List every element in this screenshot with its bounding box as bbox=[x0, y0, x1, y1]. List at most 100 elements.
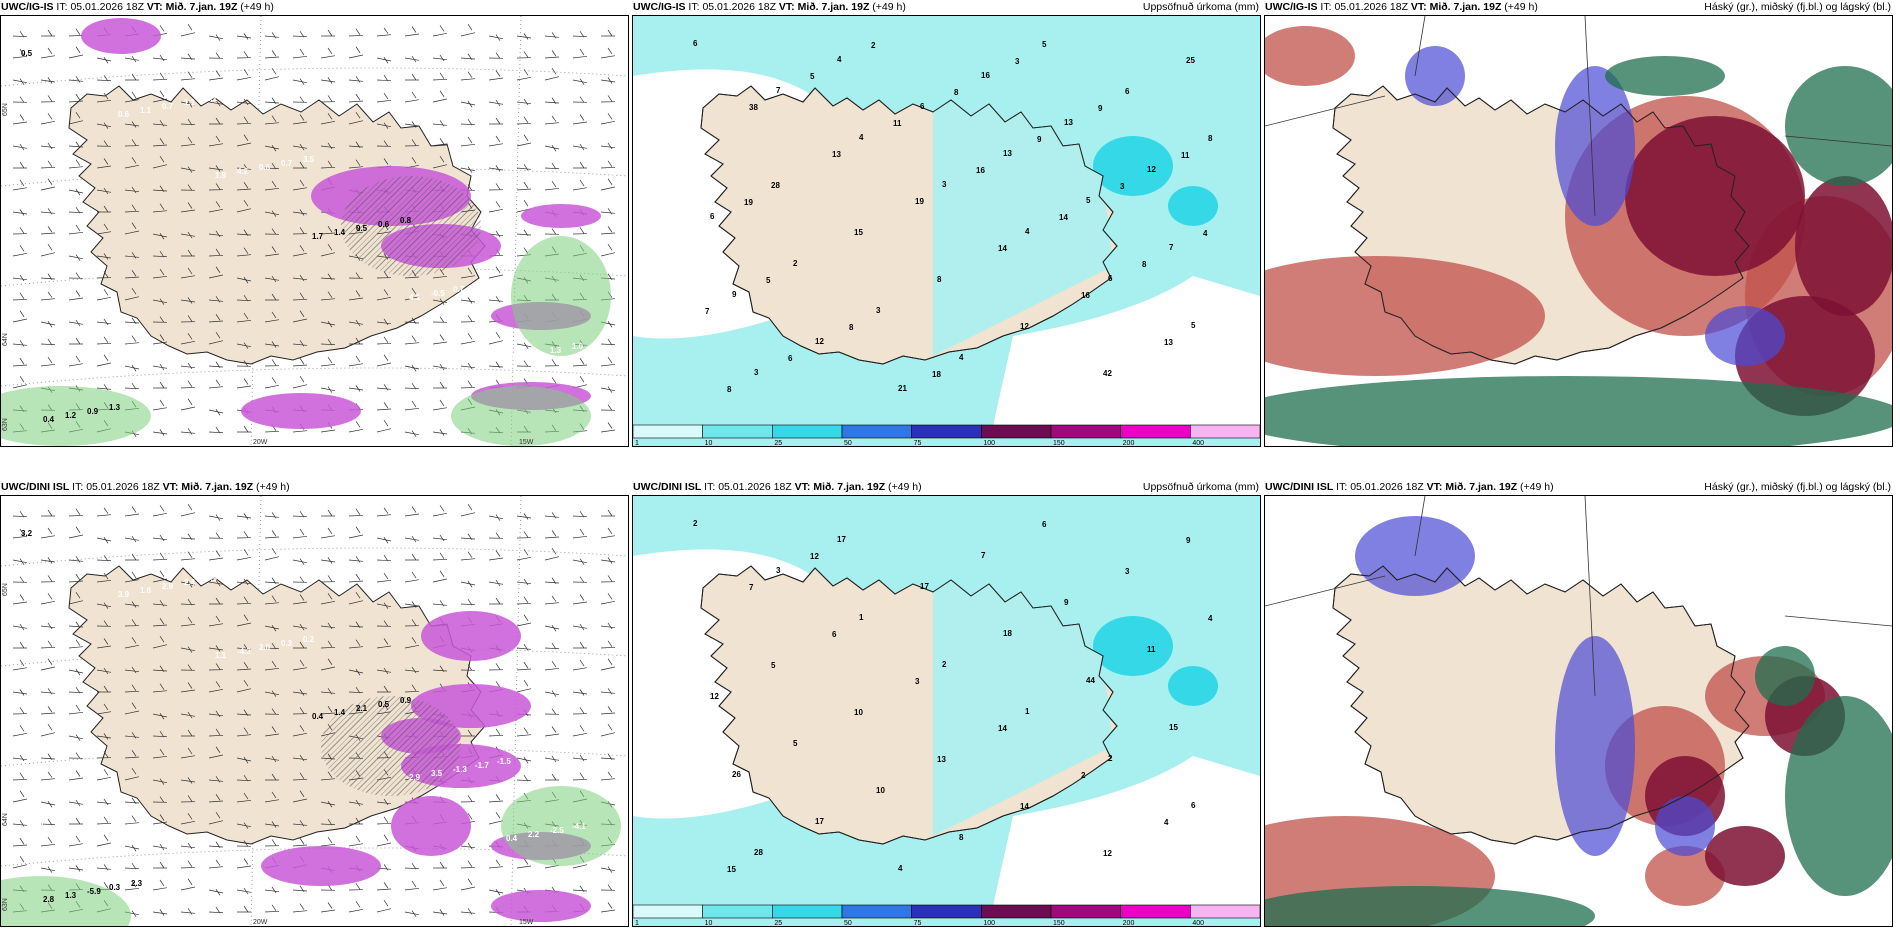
precip-value: 6 bbox=[832, 630, 837, 639]
precip-map[interactable]: 6 7 4 3 4 6 5 3 4 6 13 5 7 9 12 21 16 13 12 6 2 3 4 5 6 8 28 15 8 12 4… bbox=[632, 15, 1261, 447]
field-value-label: 4.7 bbox=[34, 818, 46, 827]
precip-value: 8 bbox=[1142, 260, 1147, 269]
legend-tick: 50 bbox=[844, 920, 852, 926]
field-value-label: 0.4 bbox=[312, 712, 324, 721]
precip-value: 11 bbox=[893, 119, 902, 128]
cloud-map[interactable] bbox=[1264, 495, 1893, 927]
field-value-label: 0.9 bbox=[400, 696, 412, 705]
precip-value: 16 bbox=[981, 71, 990, 80]
wind-map[interactable]: 65N 64N 63N 20W 15W 0.5 0.6 1.9 1.7 4.1 0.9 0.4 1.1 4… bbox=[0, 15, 629, 447]
precip-value: 6 bbox=[788, 354, 793, 363]
panel-top-left: UWC/IG-IS IT: 05.01.2026 18Z VT: Mið. 7.… bbox=[0, 0, 629, 448]
panel-header: UWC/DINI ISL IT: 05.01.2026 18Z VT: Mið.… bbox=[1265, 481, 1554, 493]
axis-label: 64N bbox=[2, 333, 9, 346]
high-cloud-area bbox=[1785, 696, 1892, 896]
legend-tick: 200 bbox=[1123, 440, 1135, 446]
precip-value: 12 bbox=[815, 337, 824, 346]
panel-header: UWC/IG-IS IT: 05.01.2026 18Z VT: Mið. 7.… bbox=[1265, 1, 1538, 13]
precip-shading bbox=[491, 890, 591, 922]
field-value-label: 0.9 bbox=[87, 407, 99, 416]
precip-value: 18 bbox=[932, 370, 941, 379]
field-value-label: 3.5 bbox=[431, 769, 443, 778]
field-value-label: -1.5 bbox=[497, 757, 511, 766]
precip-value: 14 bbox=[1059, 213, 1068, 222]
field-value-label: 1.3 bbox=[109, 403, 121, 412]
field-value-label: 1.4 bbox=[334, 708, 346, 717]
low-cloud-area bbox=[1265, 26, 1355, 86]
precip-value: 8 bbox=[959, 833, 964, 842]
field-value-label: 0.2 bbox=[303, 635, 315, 644]
precip-value: 3 bbox=[915, 677, 920, 686]
field-value-label: 0.5 bbox=[528, 350, 540, 359]
precip-value: 12 bbox=[810, 552, 819, 561]
field-value-label: 1.6 bbox=[140, 586, 152, 595]
field-value-label: -5.9 bbox=[87, 887, 101, 896]
precip-value: 2 bbox=[1108, 754, 1113, 763]
axis-label: 15W bbox=[519, 439, 534, 446]
precip-value: 44 bbox=[1086, 676, 1095, 685]
precip-map[interactable]: 2 3 1 2 1 2 6 28 17 17 18 44 15 26 17 4 7 9 11 12 5 10 8 6 3 4 5 10… bbox=[632, 495, 1261, 927]
field-value-label: 1.0 bbox=[572, 342, 584, 351]
precip-value: 5 bbox=[766, 276, 771, 285]
precip-value: 12 bbox=[1020, 322, 1029, 331]
legend-tick: 10 bbox=[705, 920, 713, 926]
field-value-label: 1.7 bbox=[312, 232, 324, 241]
precip-value: 16 bbox=[976, 166, 985, 175]
field-value-label: 0.9 bbox=[206, 574, 218, 583]
precip-value: 38 bbox=[749, 103, 758, 112]
precip-value: 17 bbox=[837, 535, 846, 544]
precip-value: 5 bbox=[1086, 196, 1091, 205]
field-value-label: 0.5 bbox=[475, 281, 487, 290]
field-value-label: 0.4 bbox=[43, 415, 55, 424]
precip-value: 8 bbox=[727, 385, 732, 394]
precip-value: 7 bbox=[749, 583, 754, 592]
precip-value: 12 bbox=[710, 692, 719, 701]
high-cloud-area bbox=[1755, 646, 1815, 706]
field-value-label: 2.9 bbox=[409, 773, 421, 782]
precip-value: 3 bbox=[754, 368, 759, 377]
field-value-label: 3.2 bbox=[21, 529, 33, 538]
field-value-label: 1.2 bbox=[206, 94, 218, 103]
precip-value: 14 bbox=[998, 724, 1007, 733]
precip-value: 5 bbox=[1042, 40, 1047, 49]
wind-map[interactable]: 65N 64N 63N 20W 15W 3.2 3.9 1.1 0.4 2.9 0.4 2.8 1.6 -… bbox=[0, 495, 629, 927]
precip-value: 6 bbox=[1125, 87, 1130, 96]
precip-value: 2 bbox=[871, 41, 876, 50]
field-value-label: 0.9 bbox=[506, 354, 518, 363]
panel-title: Háský (gr.), miðský (fj.bl.) og lágský (… bbox=[1704, 1, 1891, 13]
precip-value: 3 bbox=[876, 306, 881, 315]
precip-value: 3 bbox=[942, 180, 947, 189]
precip-value: 5 bbox=[1191, 321, 1196, 330]
precip-value: 4 bbox=[837, 55, 842, 64]
precip-value: 5 bbox=[810, 72, 815, 81]
legend-tick: 150 bbox=[1053, 920, 1065, 926]
precip-value: 15 bbox=[727, 865, 736, 874]
precip-value: 15 bbox=[1169, 723, 1178, 732]
field-value-label: 1.2 bbox=[65, 411, 77, 420]
precip-value: 10 bbox=[854, 708, 863, 717]
cloud-map[interactable] bbox=[1264, 15, 1893, 447]
mid-cloud-area bbox=[1705, 306, 1785, 366]
field-value-label: 0.3 bbox=[281, 639, 293, 648]
precip-value: 4 bbox=[1208, 614, 1213, 623]
precip-value: 8 bbox=[937, 275, 942, 284]
field-value-label: 0.6 bbox=[378, 220, 390, 229]
cloud-svg bbox=[1265, 496, 1892, 926]
axis-label: 20W bbox=[253, 919, 268, 926]
field-value-label: -4.3 bbox=[237, 647, 251, 656]
precip-value: 3 bbox=[776, 566, 781, 575]
axis-label: 15W bbox=[519, 919, 534, 926]
panel-header: UWC/IG-IS IT: 05.01.2026 18Z VT: Mið. 7.… bbox=[633, 1, 906, 13]
precip-value: 9 bbox=[1064, 598, 1069, 607]
precip-value: 17 bbox=[920, 582, 929, 591]
precip-value: 13 bbox=[1064, 118, 1073, 127]
high-cloud-area bbox=[1785, 66, 1892, 186]
precip-value: 8 bbox=[1208, 134, 1213, 143]
precip-value: 9 bbox=[1037, 135, 1042, 144]
field-value-label: 0.7 bbox=[162, 102, 174, 111]
field-value-label: 1.1 bbox=[140, 106, 152, 115]
precip-value: 3 bbox=[1120, 182, 1125, 191]
legend-tick: 200 bbox=[1123, 920, 1135, 926]
precip-value: 3 bbox=[1125, 567, 1130, 576]
precip-value: 25 bbox=[1186, 56, 1195, 65]
